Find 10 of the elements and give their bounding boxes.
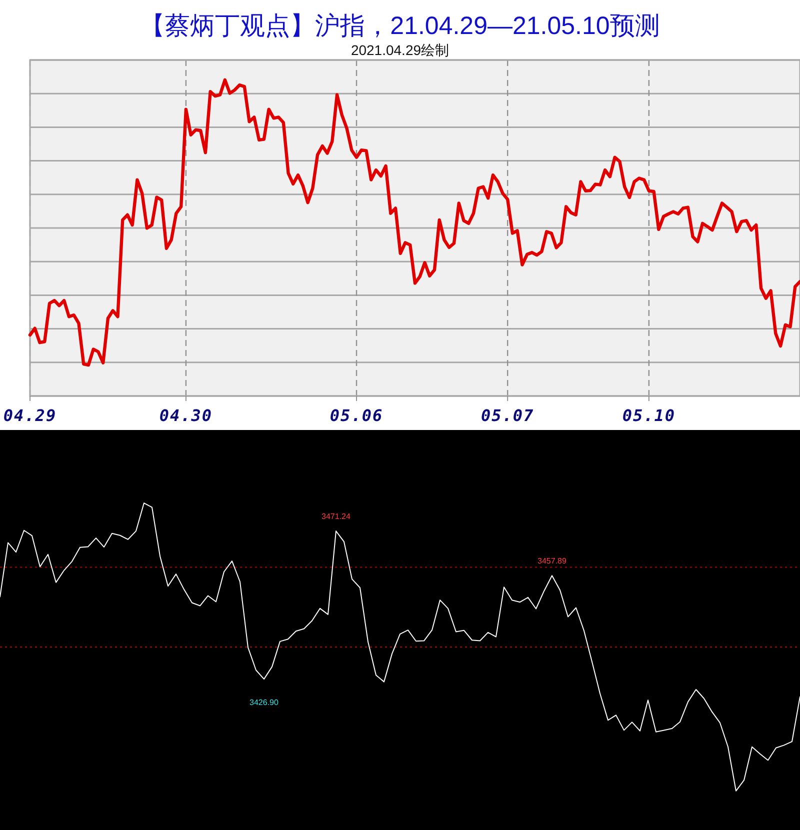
data-label: 3457.89 bbox=[538, 556, 568, 566]
x-tick-label: 04.29 bbox=[3, 406, 57, 425]
data-label: 3426.90 bbox=[250, 698, 280, 708]
chart-title: 【蔡炳丁观点】沪指，21.04.29—21.05.10预测 bbox=[140, 12, 660, 40]
x-tick-label: 05.06 bbox=[330, 406, 384, 425]
x-tick-label: 04.30 bbox=[159, 406, 213, 425]
data-label: 3471.24 bbox=[322, 512, 352, 522]
chart-subtitle: 2021.04.29绘制 bbox=[350, 42, 450, 58]
x-tick-label: 05.10 bbox=[622, 406, 676, 425]
x-tick-label: 05.07 bbox=[481, 406, 534, 425]
